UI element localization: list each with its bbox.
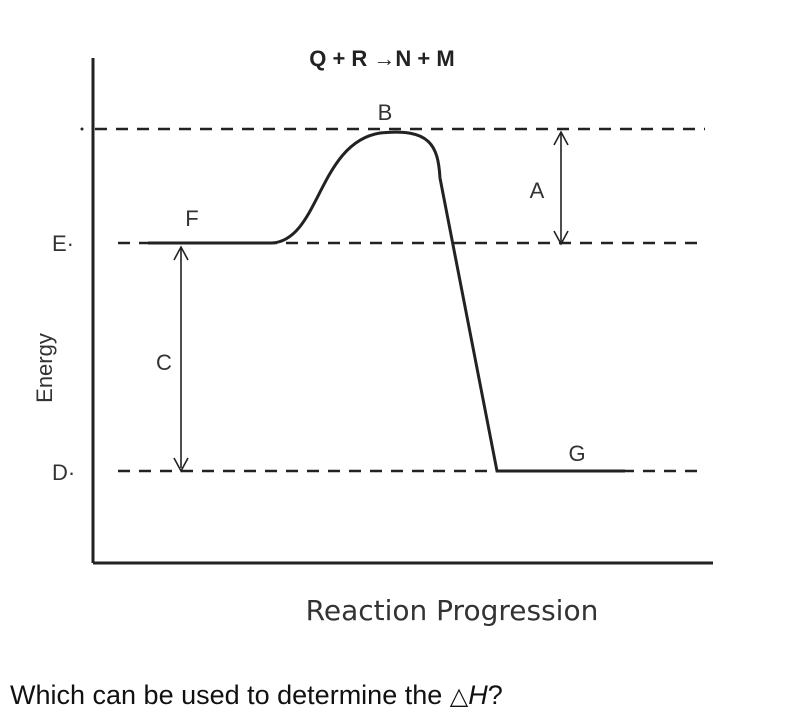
arrow-a-top-head (553, 130, 569, 146)
label-f: F (185, 206, 198, 231)
label-g: G (568, 441, 585, 466)
arrow-a-bottom-head (553, 230, 569, 246)
question-suffix: ? (487, 680, 503, 710)
question-prefix: Which can be used to determine the (10, 680, 450, 710)
label-e: E· (52, 231, 74, 256)
arrow-c-top-head (173, 245, 189, 261)
y-axis-label: Energy (32, 333, 57, 403)
energy-diagram: Q + R →N + M B A F E· C G D· Energy Reac… (32, 46, 713, 627)
question-text: Which can be used to determine the △H? (10, 680, 503, 711)
question-variable: H (468, 680, 488, 710)
label-a: A (530, 178, 545, 203)
top-level-dot (80, 127, 84, 131)
x-axis-label: Reaction Progression (306, 594, 599, 627)
reaction-title: Q + R →N + M (309, 46, 454, 71)
reaction-curve (148, 130, 625, 473)
delta-symbol: △ (449, 682, 469, 710)
arrow-c-bottom-head (173, 457, 189, 473)
label-b: B (378, 100, 393, 125)
label-d: D· (52, 460, 75, 485)
label-c: C (156, 350, 172, 375)
